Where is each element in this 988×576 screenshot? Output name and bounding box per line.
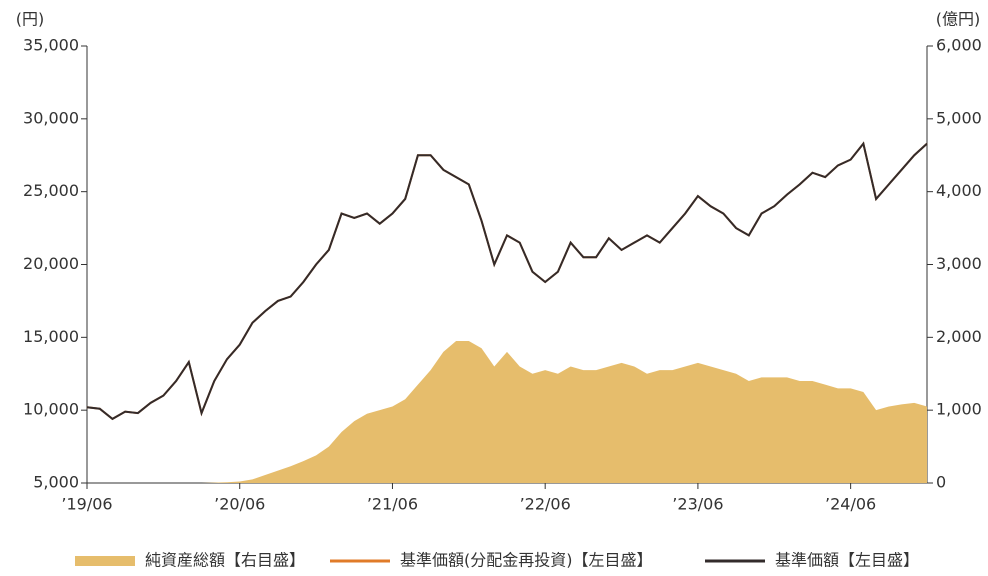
y2-tick-label: 3,000	[936, 254, 982, 273]
y-tick-label: 5,000	[33, 473, 79, 492]
x-tick-label: ’19/06	[61, 495, 112, 514]
y2-tick-label: 6,000	[936, 36, 982, 55]
x-tick-label: ’23/06	[672, 495, 723, 514]
x-tick-label: ’21/06	[367, 495, 418, 514]
x-tick-label: ’22/06	[520, 495, 571, 514]
y2-tick-label: 4,000	[936, 181, 982, 200]
x-tick-label: ’20/06	[214, 495, 265, 514]
y-tick-label: 35,000	[23, 36, 79, 55]
y-tick-label: 25,000	[23, 181, 79, 200]
area	[87, 340, 927, 483]
y2-tick-label: 0	[936, 473, 946, 492]
y-unit-label: (円)	[16, 10, 45, 29]
y-tick-label: 15,000	[23, 327, 79, 346]
y2-tick-label: 5,000	[936, 108, 982, 127]
y2-tick-label: 2,000	[936, 327, 982, 346]
y-tick-label: 10,000	[23, 400, 79, 419]
legend-swatch	[75, 556, 135, 566]
legend-label: 基準価額【左目盛】	[775, 551, 919, 570]
legend-label: 基準価額(分配金再投資)【左目盛】	[400, 551, 653, 570]
x-tick-label: ’24/06	[825, 495, 876, 514]
legend-label: 純資産総額【右目盛】	[145, 551, 305, 570]
y2-unit-label: (億円)	[936, 10, 981, 29]
y-tick-label: 20,000	[23, 254, 79, 273]
line	[86, 141, 928, 421]
y-tick-label: 30,000	[23, 108, 79, 127]
y2-tick-label: 1,000	[936, 400, 982, 419]
